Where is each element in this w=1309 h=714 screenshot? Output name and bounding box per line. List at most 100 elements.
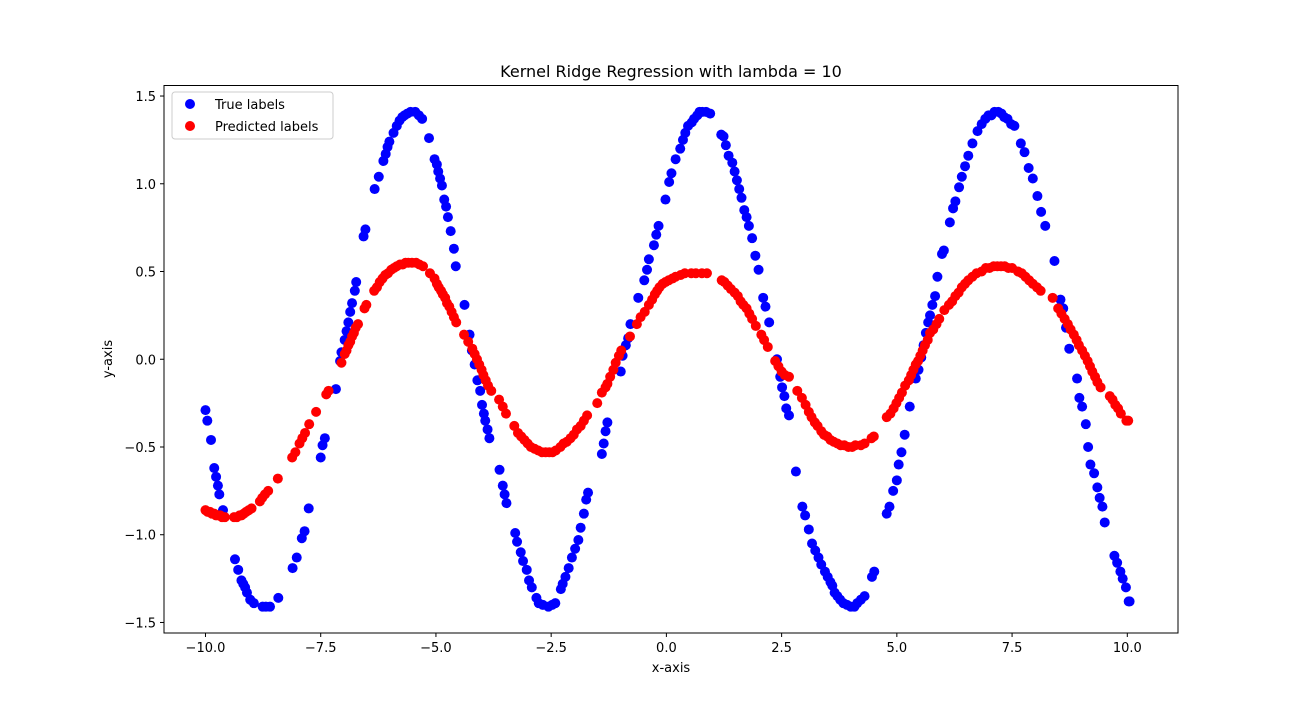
point-true-labels [1036, 206, 1047, 217]
point-predicted-labels [486, 385, 497, 396]
point-true-labels [512, 536, 523, 547]
legend-box [171, 91, 334, 140]
point-true-labels [956, 171, 967, 182]
point-true-labels [499, 489, 510, 500]
point-true-labels [563, 563, 574, 574]
x-tick-label: −10.0 [186, 641, 226, 656]
point-predicted-labels [934, 313, 945, 324]
point-true-labels [930, 291, 941, 302]
point-true-labels [1124, 596, 1135, 607]
y-axis-label: y-axis [101, 340, 116, 378]
point-predicted-labels [701, 268, 712, 279]
point-true-labels [319, 433, 330, 444]
point-true-labels [1117, 573, 1128, 584]
point-true-labels [212, 480, 223, 491]
point-true-labels [202, 415, 213, 426]
point-true-labels [200, 405, 211, 416]
point-true-labels [445, 226, 456, 237]
point-true-labels [1097, 501, 1108, 512]
point-true-labels [369, 184, 380, 195]
point-true-labels [718, 131, 729, 142]
point-true-labels [1077, 401, 1088, 412]
point-true-labels [736, 192, 747, 203]
point-true-labels [1085, 459, 1096, 470]
point-true-labels [229, 554, 240, 565]
point-true-labels [648, 240, 659, 251]
point-true-labels [705, 108, 716, 119]
point-true-labels [653, 220, 664, 231]
x-axis-label: x-axis [652, 661, 691, 676]
point-true-labels [904, 401, 915, 412]
point-true-labels [598, 438, 609, 449]
point-true-labels [441, 201, 452, 212]
point-true-labels [573, 535, 584, 545]
point-true-labels [360, 224, 371, 235]
point-true-labels [888, 485, 899, 496]
point-true-labels [349, 285, 360, 296]
point-true-labels [1094, 492, 1105, 503]
point-predicted-labels [1123, 415, 1134, 426]
point-true-labels [643, 254, 654, 265]
point-predicted-labels [750, 320, 761, 331]
point-true-labels [384, 136, 395, 147]
point-true-labels [501, 498, 512, 509]
point-true-labels [1015, 138, 1026, 149]
point-true-labels [211, 471, 222, 482]
point-predicted-labels [272, 473, 283, 484]
point-predicted-labels [500, 408, 511, 419]
point-true-labels [938, 245, 949, 256]
point-true-labels [417, 113, 428, 124]
point-predicted-labels [353, 319, 364, 330]
x-tick-label: −5.0 [420, 641, 452, 656]
point-true-labels [750, 250, 761, 261]
point-true-labels [459, 299, 470, 310]
point-true-labels [596, 449, 607, 460]
point-true-labels [343, 317, 354, 328]
point-true-labels [373, 171, 384, 182]
point-predicted-labels [418, 261, 429, 272]
point-true-labels [729, 166, 740, 177]
point-true-labels [484, 433, 495, 444]
point-true-labels [753, 264, 764, 275]
legend-marker-true-labels [185, 99, 195, 109]
point-predicted-labels [1095, 382, 1106, 393]
point-true-labels [1049, 255, 1060, 266]
point-true-labels [758, 292, 769, 303]
point-true-labels [664, 177, 675, 188]
x-tick-label: 0.0 [656, 641, 677, 656]
point-true-labels [651, 229, 662, 240]
chart-title: Kernel Ridge Regression with lambda = 10 [500, 62, 842, 81]
point-true-labels [1112, 557, 1123, 568]
points-layer [200, 106, 1135, 612]
point-true-labels [1074, 392, 1085, 403]
point-true-labels [566, 552, 577, 563]
point-true-labels [932, 271, 943, 282]
point-true-labels [291, 552, 302, 563]
point-predicted-labels [361, 299, 372, 310]
point-true-labels [303, 503, 314, 514]
point-true-labels [273, 592, 284, 603]
x-ticks: −10.0 −7.5 −5.0 −2.5 0.0 2.5 5.0 7.5 10.0 [186, 633, 1142, 656]
point-true-labels [550, 598, 561, 609]
point-true-labels [450, 261, 461, 272]
point-true-labels [583, 487, 594, 498]
point-true-labels [944, 217, 955, 228]
point-predicted-labels [290, 447, 301, 458]
point-true-labels [206, 434, 217, 445]
point-predicted-labels [323, 385, 334, 396]
point-true-labels [967, 138, 978, 149]
point-true-labels [448, 243, 459, 254]
point-true-labels [1009, 120, 1020, 131]
point-true-labels [209, 463, 220, 474]
point-predicted-labels [1115, 408, 1126, 419]
point-true-labels [248, 598, 259, 609]
point-true-labels [925, 310, 936, 321]
point-true-labels [442, 212, 453, 223]
point-true-labels [1092, 482, 1103, 493]
point-true-labels [764, 317, 775, 328]
point-true-labels [891, 475, 902, 486]
point-true-labels [783, 410, 794, 421]
point-predicted-labels [263, 485, 274, 496]
